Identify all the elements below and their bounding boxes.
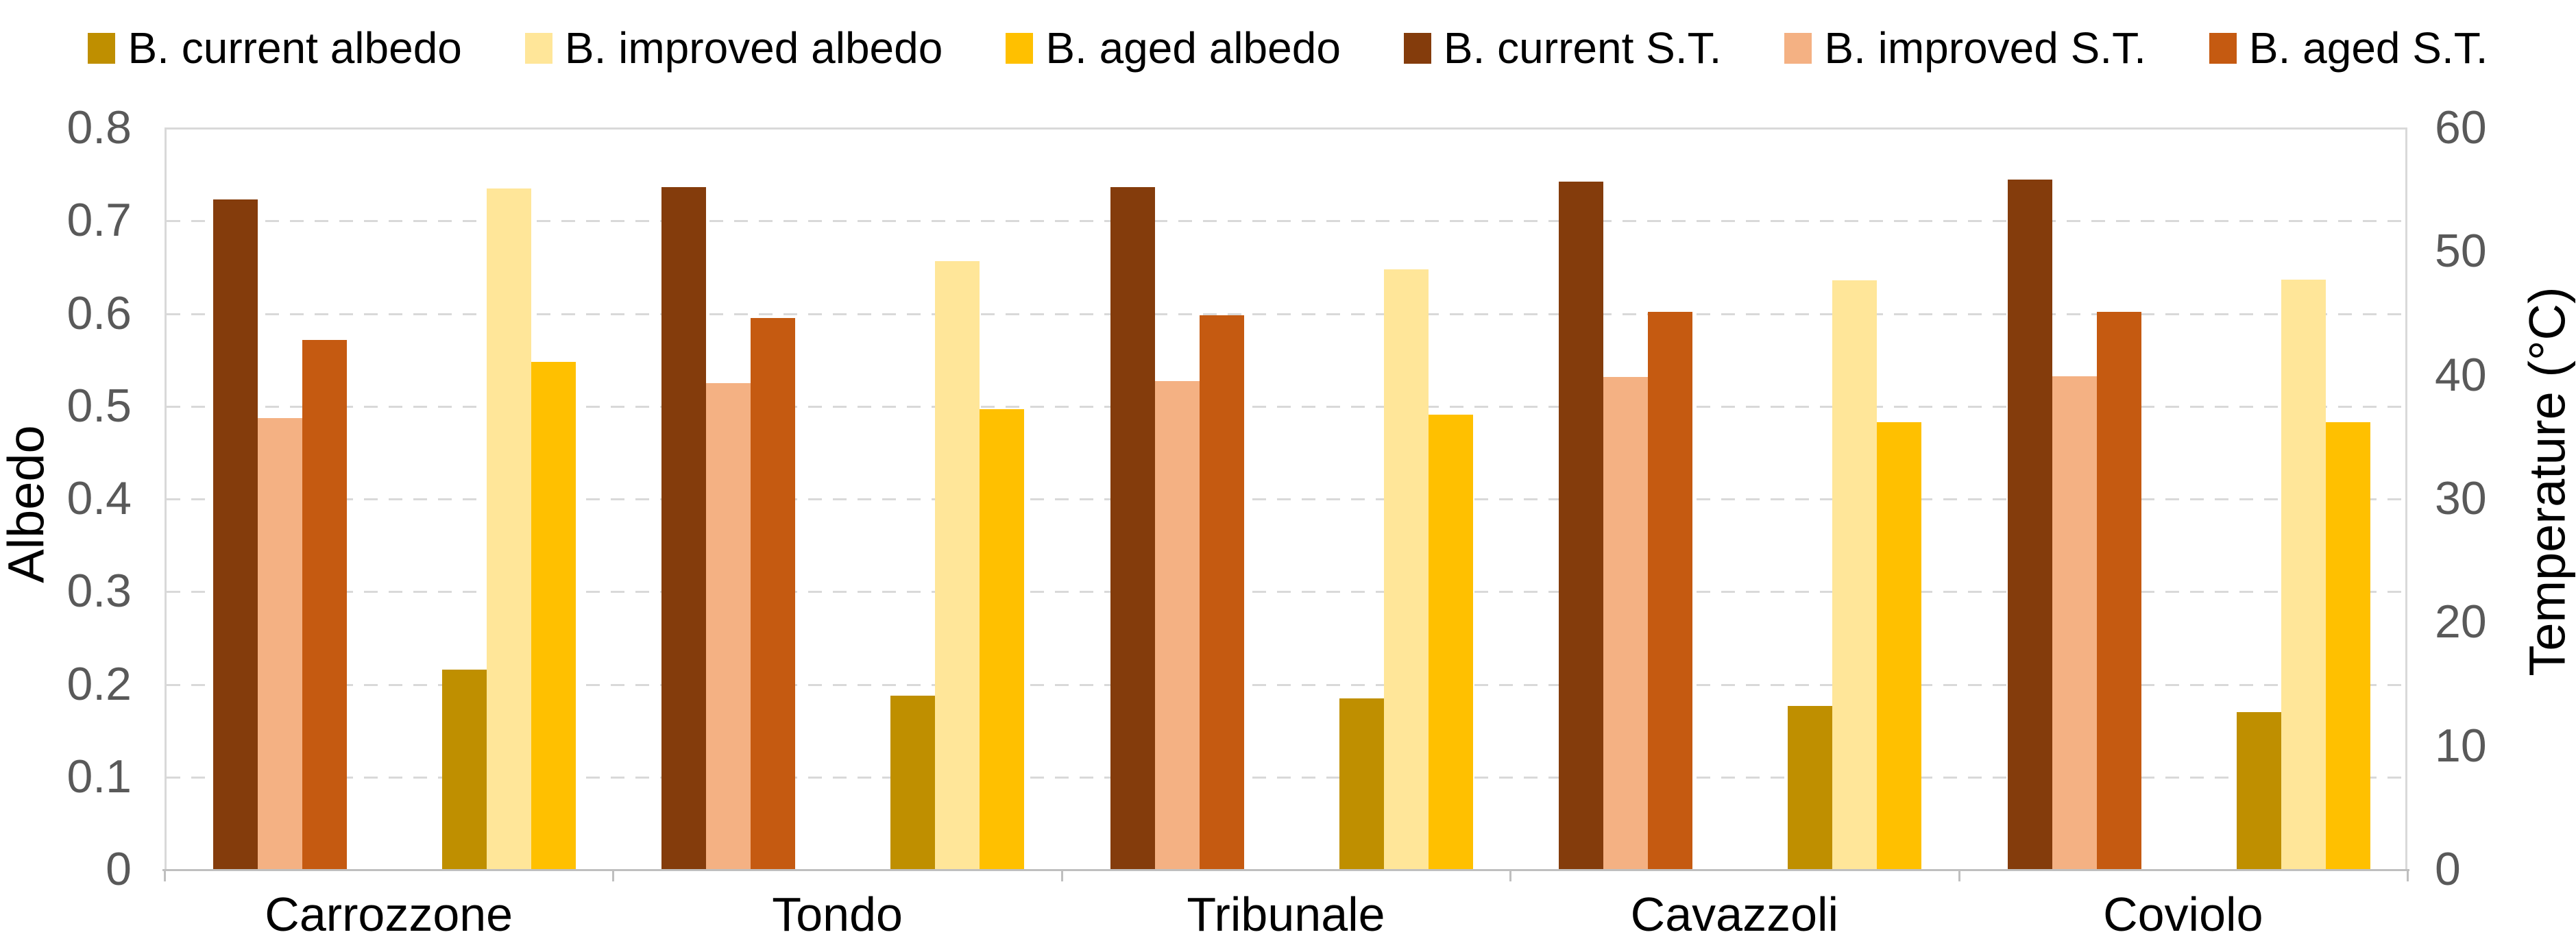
x-axis-tick — [2407, 871, 2409, 881]
right-axis-tick-label: 20 — [2435, 596, 2487, 648]
right-axis-tick-label: 10 — [2435, 719, 2487, 772]
left-axis-tick-label: 0.6 — [66, 286, 132, 339]
legend-item-1: B. improved albedo — [524, 23, 943, 73]
right-axis-tick-label: 40 — [2435, 348, 2487, 401]
gridline — [167, 220, 2405, 223]
bar-b-improved-s-t--tondo — [706, 383, 751, 869]
x-axis-tick — [1060, 871, 1063, 881]
bar-group-cavazzoli — [1512, 130, 1960, 869]
bar-b-aged-s-t--carrozzone — [302, 340, 347, 869]
legend-item-3: B. current S.T. — [1403, 23, 1722, 73]
bar-b-current-s-t--coviolo — [2007, 179, 2052, 869]
x-axis-line — [162, 869, 2409, 871]
x-axis-tick — [612, 871, 615, 881]
legend: B. current albedo B. improved albedo B. ag… — [0, 15, 2576, 81]
bar-b-improved-albedo-carrozzone — [487, 188, 531, 869]
category-label-coviolo: Coviolo — [2103, 888, 2263, 941]
legend-swatch-icon — [524, 32, 552, 64]
bar-b-improved-s-t--cavazzoli — [1603, 377, 1649, 869]
plot-area — [165, 127, 2407, 869]
left-axis-tick-label: 0.3 — [66, 565, 132, 618]
legend-swatch-icon — [1403, 32, 1431, 64]
bar-b-improved-albedo-tondo — [935, 260, 980, 869]
bar-b-current-albedo-tondo — [890, 696, 936, 869]
legend-item-5: B. aged S.T. — [2209, 23, 2488, 73]
bar-b-improved-s-t--tribunale — [1154, 380, 1200, 869]
bar-b-current-albedo-carrozzone — [442, 670, 487, 869]
category-labels: Carrozzone Tondo Tribunale Cavazzoli Coviolo — [165, 886, 2407, 943]
left-axis-tick-label: 0.2 — [66, 657, 132, 710]
bar-b-improved-albedo-cavazzoli — [1832, 280, 1878, 869]
bar-b-current-s-t--cavazzoli — [1559, 182, 1604, 869]
bar-b-aged-albedo-carrozzone — [531, 362, 576, 869]
gridline — [167, 405, 2405, 408]
bar-group-tondo — [615, 130, 1063, 869]
left-axis-tick-label: 0.5 — [66, 379, 132, 432]
right-axis-tick-label: 50 — [2435, 225, 2487, 278]
bar-b-improved-albedo-tribunale — [1383, 269, 1429, 869]
legend-label: B. aged S.T. — [2248, 23, 2488, 73]
left-axis-tick-label: 0.7 — [66, 194, 132, 247]
category-label-carrozzone: Carrozzone — [265, 888, 513, 941]
gridline — [167, 683, 2405, 686]
bar-b-current-albedo-cavazzoli — [1788, 706, 1833, 869]
legend-item-4: B. improved S.T. — [1784, 23, 2146, 73]
x-axis-tick — [164, 871, 166, 881]
gridline — [167, 591, 2405, 594]
legend-swatch-icon — [1006, 32, 1034, 64]
bar-b-aged-s-t--cavazzoli — [1648, 311, 1693, 869]
right-axis-tick-label: 0 — [2435, 843, 2461, 895]
bar-b-aged-s-t--tribunale — [1199, 315, 1244, 869]
legend-label: B. improved S.T. — [1824, 23, 2146, 73]
legend-label: B. aged albedo — [1045, 23, 1341, 73]
legend-item-2: B. aged albedo — [1006, 23, 1341, 73]
x-axis-tick — [1509, 871, 1512, 881]
bar-b-aged-albedo-coviolo — [2325, 422, 2370, 869]
gridline — [167, 776, 2405, 779]
legend-label: B. current albedo — [127, 23, 462, 73]
legend-label: B. current S.T. — [1443, 23, 1722, 73]
bar-b-aged-s-t--tondo — [751, 317, 796, 869]
x-axis-tick — [1958, 871, 1960, 881]
category-label-cavazzoli: Cavazzoli — [1630, 888, 1839, 941]
right-axis-tick-label: 60 — [2435, 101, 2487, 154]
legend-swatch-icon — [2209, 32, 2237, 64]
bar-b-improved-s-t--coviolo — [2052, 376, 2097, 869]
bar-b-current-s-t--tribunale — [1110, 186, 1155, 869]
gridline — [167, 498, 2405, 500]
right-axis-tick-label: 30 — [2435, 472, 2487, 524]
bar-b-aged-albedo-tribunale — [1428, 415, 1473, 869]
left-axis-tick-label: 0.8 — [66, 101, 132, 154]
bar-group-tribunale — [1064, 130, 1512, 869]
gridline — [167, 313, 2405, 315]
left-axis-tick-label: 0.1 — [66, 750, 132, 803]
left-axis-tick-label: 0 — [106, 843, 132, 895]
bar-b-improved-s-t--carrozzone — [258, 417, 302, 869]
bar-b-current-s-t--tondo — [661, 186, 707, 869]
bar-b-aged-s-t--coviolo — [2096, 311, 2141, 869]
bar-b-current-albedo-coviolo — [2236, 712, 2281, 869]
bar-b-current-s-t--carrozzone — [213, 199, 258, 869]
legend-item-0: B. current albedo — [88, 23, 462, 73]
legend-label: B. improved albedo — [564, 23, 943, 73]
left-axis-tick-label: 0.4 — [66, 472, 132, 524]
legend-swatch-icon — [88, 32, 116, 64]
bar-group-coviolo — [1961, 130, 2409, 869]
bar-b-current-albedo-tribunale — [1339, 698, 1384, 869]
category-label-tribunale: Tribunale — [1187, 888, 1385, 941]
category-label-tondo: Tondo — [772, 888, 903, 941]
legend-swatch-icon — [1784, 32, 1812, 64]
bar-b-aged-albedo-tondo — [980, 409, 1025, 869]
bar-b-improved-albedo-coviolo — [2281, 279, 2326, 869]
bar-b-aged-albedo-cavazzoli — [1877, 422, 1922, 869]
bar-group-carrozzone — [167, 130, 615, 869]
